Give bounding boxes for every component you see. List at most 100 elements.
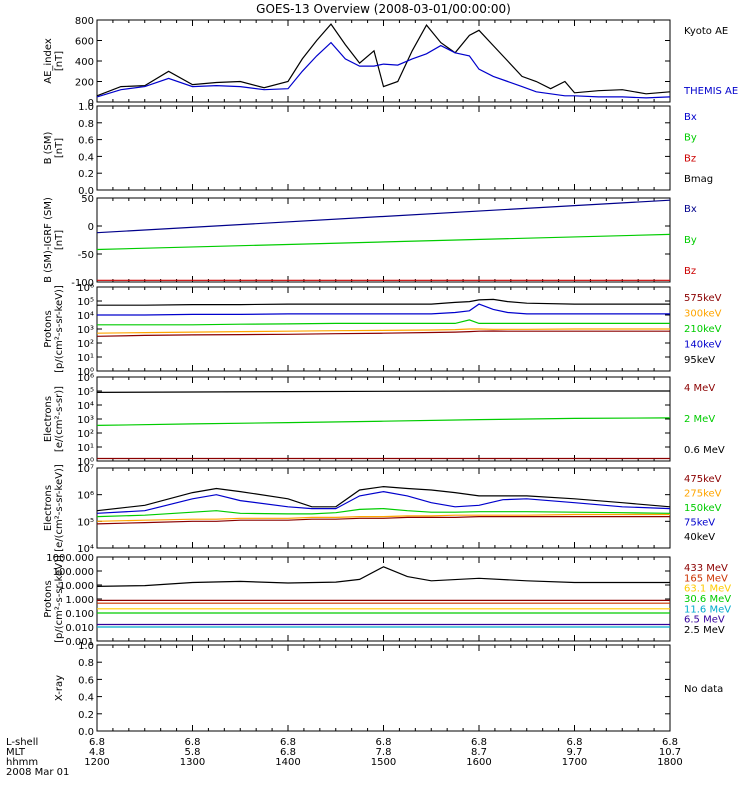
footer-row-label: L-shell (6, 737, 38, 748)
no-data-note: No data (684, 684, 723, 695)
y-tick-label: 0.6 (78, 675, 94, 686)
legend-label: 165 MeV (684, 573, 728, 584)
y-tick-label: 10⁵ (77, 387, 94, 398)
y-tick-label: 10⁴ (77, 311, 94, 322)
legend-label: 210keV (684, 324, 722, 335)
footer-row-label: MLT (6, 747, 26, 758)
series-line-275kev (96, 513, 670, 522)
y-axis-title: Protons (43, 580, 54, 617)
legend-label: 2.5 MeV (684, 625, 725, 636)
y-tick-label: 10⁰ (77, 367, 94, 378)
y-axis-title: AE_index (43, 38, 54, 84)
footer-hhmm-value: 1500 (371, 757, 396, 768)
y-tick-label: -50 (78, 250, 94, 261)
footer-mlt-value: 7.8 (376, 747, 392, 758)
y-tick-label: 0.8 (78, 658, 94, 669)
y-tick-label: 10⁵ (77, 297, 94, 308)
y-tick-label: 10⁰ (77, 457, 94, 468)
y-tick-label: -100 (71, 278, 94, 289)
panel-frame (96, 19, 671, 103)
y-tick-label: 0.4 (78, 152, 94, 163)
series-line-300kev (96, 328, 670, 334)
series-line-2-5-mev (96, 566, 670, 587)
y-tick-label: 0.2 (78, 169, 94, 180)
y-tick-label: 100.000 (53, 567, 94, 578)
y-tick-label: 10⁷ (77, 464, 94, 475)
footer-hhmm-value: 1600 (466, 757, 491, 768)
y-tick-label: 50 (81, 194, 94, 205)
y-tick-label: 10¹ (77, 353, 94, 364)
series-line-40kev (96, 485, 671, 512)
y-axis-title: [nT] (54, 138, 65, 158)
y-tick-label: 10⁶ (77, 283, 94, 294)
series-line-210kev (97, 319, 670, 326)
y-tick-label: 10.000 (59, 581, 94, 592)
legend-label: THEMIS AE (683, 86, 738, 97)
panel-frame (96, 644, 671, 732)
footer-lshell-value: 6.8 (471, 737, 487, 748)
legend-label: 0.6 MeV (684, 445, 725, 456)
legend-label: 433 MeV (684, 563, 728, 574)
legend-label: 150keV (684, 503, 722, 514)
legend-label: Bx (684, 112, 697, 123)
series-line-kyoto-ae (96, 23, 671, 97)
y-tick-label: 0.100 (65, 609, 94, 620)
legend-label: 75keV (684, 518, 715, 529)
panel-frame (96, 197, 671, 283)
y-tick-label: 0.001 (65, 637, 94, 648)
y-tick-label: 1.0 (78, 641, 94, 652)
y-tick-label: 10⁴ (77, 544, 94, 555)
footer-lshell-value: 6.8 (376, 737, 392, 748)
y-tick-label: 0.8 (78, 119, 94, 130)
y-tick-label: 0.010 (65, 623, 94, 634)
series-line-75kev (96, 490, 671, 514)
y-tick-label: 0.4 (78, 693, 94, 704)
y-tick-label: 0.0 (78, 727, 94, 738)
legend-label: 11.6 MeV (684, 604, 731, 615)
footer-lshell-value: 6.8 (567, 737, 583, 748)
y-tick-label: 10³ (77, 325, 94, 336)
series-line-0-6-mev (96, 390, 670, 393)
legend-label: 63.1 MeV (684, 584, 731, 595)
y-tick-label: 1000.000 (46, 553, 94, 564)
y-tick-label: 600 (75, 37, 94, 48)
legend-label: 140keV (684, 340, 722, 351)
legend-label: 4 MeV (684, 383, 715, 394)
footer-mlt-value: 8.7 (471, 747, 487, 758)
legend-label: 575keV (684, 293, 722, 304)
y-axis-title: B (SM)-IGRF (SM) (43, 197, 54, 283)
y-tick-label: 0.2 (78, 710, 94, 721)
legend-label: 40keV (684, 532, 715, 543)
panel-frame (96, 376, 671, 462)
y-tick-label: 10⁶ (77, 373, 94, 384)
y-axis-title: Protons (43, 310, 54, 347)
y-axis-title: [p/(cm²-s-sr-keV)] (54, 285, 65, 373)
legend-label: Bz (684, 153, 696, 164)
legend-label: 275keV (684, 489, 722, 500)
y-tick-label: 10³ (77, 415, 94, 426)
y-tick-label: 400 (75, 57, 94, 68)
footer-row-label: hhmm (6, 757, 38, 768)
footer-lshell-value: 6.8 (280, 737, 296, 748)
legend-label: 475keV (684, 474, 722, 485)
footer-lshell-value: 6.8 (662, 737, 678, 748)
series-line-95kev (97, 298, 670, 306)
series-line-2-mev (96, 417, 671, 426)
y-axis-title: [nT] (54, 230, 65, 250)
y-axis-title: Electrons (43, 396, 54, 442)
legend-label: By (684, 133, 697, 144)
y-axis-title: Electrons (43, 485, 54, 531)
series-line-themis-ae (96, 41, 671, 99)
series-line-bx (96, 199, 671, 234)
footer-hhmm-value: 1400 (275, 757, 300, 768)
footer-mlt-value: 5.8 (185, 747, 201, 758)
footer-row-label: 2008 Mar 01 (6, 767, 69, 778)
footer-hhmm-value: 1800 (657, 757, 682, 768)
legend-label: 300keV (684, 309, 722, 320)
footer-hhmm-value: 1700 (562, 757, 587, 768)
y-tick-label: 10⁶ (77, 491, 94, 502)
y-tick-label: 800 (75, 16, 94, 27)
legend-label: Bz (684, 266, 696, 277)
